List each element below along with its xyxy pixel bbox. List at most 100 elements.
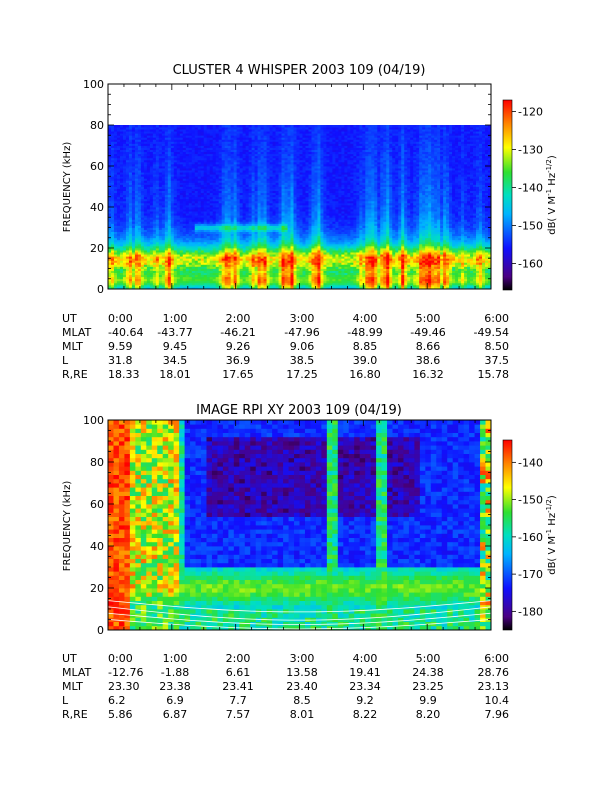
heatmap-cell [110,202,115,206]
heatmap-cell [108,127,112,130]
heatmap-cell [155,217,160,220]
heatmap-cell [170,270,175,273]
heatmap-cell [131,157,136,161]
heatmap-cell [209,219,214,222]
heatmap-cell [185,225,190,228]
heatmap-cell [224,143,229,146]
heatmap-cell [227,248,232,251]
heatmap-cell [227,174,232,177]
heatmap-cell [209,174,214,177]
heatmap-cell [167,133,172,136]
heatmap-cell [119,262,124,265]
heatmap-cell [146,200,151,204]
heatmap-cell [242,135,247,138]
heatmap-cell [167,217,172,220]
heatmap-cell [137,157,142,161]
heatmap-cell [116,215,121,218]
heatmap-cell [206,196,211,200]
heatmap-cell [164,131,169,134]
heatmap-cell [212,207,217,210]
heatmap-cell [236,239,241,243]
heatmap-cell [149,127,154,130]
heatmap-cell [108,157,112,161]
heatmap-cell [179,137,184,140]
heatmap-cell [209,172,214,175]
heatmap-cell [206,229,211,232]
heatmap-cell [215,159,220,163]
heatmap-cell [200,215,205,218]
heatmap-cell [176,250,181,253]
heatmap-cell [173,170,178,173]
heatmap-cell [203,207,208,210]
heatmap-cell [233,250,238,253]
heatmap-cell [137,141,142,144]
heatmap-cell [134,174,139,177]
heatmap-cell [164,133,169,136]
heatmap-cell [230,155,235,159]
heatmap-cell [227,254,232,257]
heatmap-cell [242,221,247,224]
heatmap-cell [197,137,202,140]
heatmap-cell [146,131,151,134]
heatmap-cell [155,211,160,214]
heatmap-cell [206,266,211,269]
heatmap-cell [164,204,169,208]
heatmap-cell [155,260,160,263]
heatmap-cell [212,166,217,169]
heatmap-cell [173,198,178,202]
heatmap-cell [176,207,181,210]
heatmap-cell [245,161,250,165]
heatmap-cell [212,280,217,284]
heatmap-cell [161,192,166,196]
heatmap-cell [185,248,190,251]
heatmap-cell [212,241,217,245]
heatmap-cell [182,286,187,290]
heatmap-cell [108,233,112,237]
heatmap-cell [200,153,205,157]
heatmap-cell [170,190,175,194]
heatmap-cell [152,209,157,212]
heatmap-cell [182,184,187,187]
heatmap-cell [239,141,244,144]
heatmap-cell [128,219,133,222]
heatmap-cell [242,129,247,132]
heatmap-cell [218,211,223,214]
heatmap-cell [179,207,184,210]
heatmap-cell [203,204,208,208]
heatmap-cell [146,211,151,214]
heatmap-cell [152,276,157,280]
heatmap-cell [128,157,133,161]
heatmap-cell [221,280,226,284]
heatmap-cell [108,268,112,271]
heatmap-cell [209,147,214,150]
heatmap-cell [245,198,250,202]
heatmap-cell [143,239,148,243]
heatmap-cell [191,178,196,181]
heatmap-cell [149,135,154,138]
heatmap-cell [173,225,178,228]
heatmap-cell [239,248,244,251]
heatmap-cell [152,204,157,208]
heatmap-cell [197,270,202,273]
heatmap-cell [230,252,235,255]
heatmap-cell [182,237,187,241]
heatmap-cell [170,250,175,253]
heatmap-cell [152,182,157,185]
heatmap-cell [230,186,235,189]
heatmap-cell [152,278,157,282]
heatmap-cell [227,245,232,249]
heatmap-cell [131,125,136,128]
heatmap-cell [188,145,193,148]
heatmap-cell [203,149,208,153]
heatmap-cell [164,262,169,265]
heatmap-cell [140,209,145,212]
heatmap-cell [140,145,145,148]
heatmap-cell [176,221,181,224]
heatmap-cell [191,176,196,179]
heatmap-cell [167,266,172,269]
heatmap-cell [110,258,115,261]
heatmap-cell [197,280,202,284]
heatmap-cell [110,198,115,202]
heatmap-cell [131,145,136,148]
heatmap-cell [152,211,157,214]
